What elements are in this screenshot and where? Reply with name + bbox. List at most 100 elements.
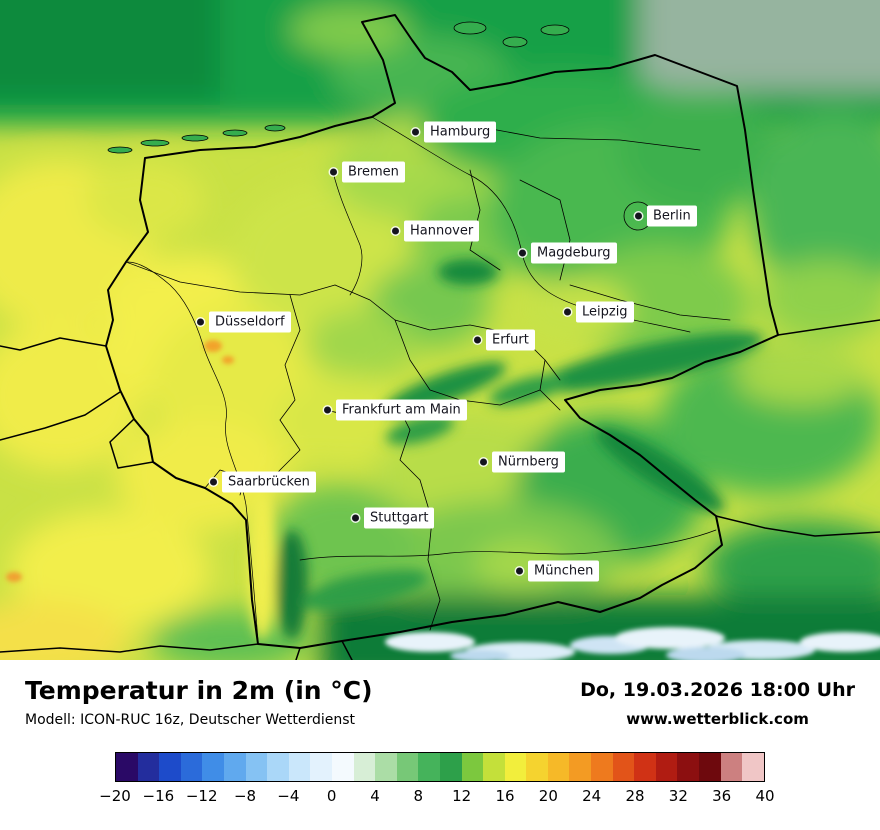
city-marker: Leipzig	[564, 301, 634, 323]
city-label: Nürnberg	[492, 451, 565, 473]
footer-left: Temperatur in 2m (in °C) Modell: ICON-RU…	[25, 676, 373, 728]
city-label: Erfurt	[486, 329, 535, 351]
city-dot	[635, 212, 642, 220]
colorbar-tick: 28	[625, 787, 645, 805]
colorbar-tick: 40	[755, 787, 775, 805]
city-dot	[480, 458, 487, 466]
city-label: Saarbrücken	[222, 471, 316, 493]
page-title: Temperatur in 2m (in °C)	[25, 676, 373, 705]
colorbar-segment	[699, 753, 721, 781]
city-layer: Hamburg Bremen Hannover Berlin Magdeburg Düss…	[197, 121, 697, 582]
city-marker: Düsseldorf	[197, 311, 291, 333]
colorbar-segment	[375, 753, 397, 781]
colorbar-segment	[267, 753, 289, 781]
city-marker: München	[516, 560, 600, 582]
footer-right: Do, 19.03.2026 18:00 Uhr www.wetterblick…	[580, 676, 855, 728]
city-dot	[197, 318, 204, 326]
colorbar-segment	[116, 753, 138, 781]
islands	[107, 21, 570, 154]
city-marker: Bremen	[330, 161, 405, 183]
colorbar-segment	[418, 753, 440, 781]
colorbar-tick: 12	[452, 787, 472, 805]
colorbar-segment	[353, 753, 376, 781]
city-label: Bremen	[342, 161, 405, 183]
colorbar-tick: 4	[370, 787, 380, 805]
colorbar-tick: −4	[277, 787, 300, 805]
colorbar: −20 −16 −12 −8 −4 0 4 8 12 16 20 24 28 32 36 40	[99, 752, 775, 807]
colorbar-segment	[331, 753, 354, 781]
website-label: www.wetterblick.com	[626, 710, 809, 728]
colorbar-tick: 16	[495, 787, 515, 805]
colorbar-segment	[547, 753, 570, 781]
colorbar-segment	[137, 753, 160, 781]
city-marker: Erfurt	[474, 329, 535, 351]
city-marker: Hamburg	[412, 121, 497, 143]
colorbar-segment	[634, 753, 656, 781]
city-label: München	[528, 560, 600, 582]
colorbar-tick: 24	[582, 787, 602, 805]
colorbar-segment	[591, 753, 613, 781]
city-dot	[324, 406, 331, 414]
colorbar-tick: −16	[142, 787, 175, 805]
city-label: Leipzig	[576, 301, 634, 323]
colorbar-tick: 0	[326, 787, 337, 805]
colorbar-segment	[483, 753, 505, 781]
extremes-layer	[6, 340, 880, 660]
city-label: Hannover	[404, 220, 480, 242]
datetime-label: Do, 19.03.2026 18:00 Uhr	[580, 679, 855, 701]
city-dot	[352, 514, 359, 522]
city-dot	[412, 128, 419, 136]
germany-border	[105, 14, 779, 649]
colorbar-segment	[720, 753, 743, 781]
colorbar-segment	[742, 753, 764, 781]
city-label: Berlin	[647, 205, 697, 227]
temperature-map: Hamburg Bremen Hannover Berlin Magdeburg Düss…	[0, 0, 880, 660]
colorbar-segment	[569, 753, 592, 781]
colorbar-tick: −12	[185, 787, 218, 805]
colorbar-segment	[202, 753, 224, 781]
model-label: Modell: ICON-RUC 16z, Deutscher Wetterdi…	[25, 712, 356, 728]
city-dot	[519, 249, 526, 257]
city-marker: Magdeburg	[519, 242, 617, 264]
city-label: Magdeburg	[531, 242, 617, 264]
city-dot	[516, 567, 523, 575]
colorbar-tick: 32	[668, 787, 688, 805]
footer-panel: Temperatur in 2m (in °C) Modell: ICON-RU…	[0, 660, 880, 830]
city-label: Düsseldorf	[209, 311, 291, 333]
colorbar-segment	[310, 753, 332, 781]
city-dot	[474, 336, 481, 344]
colorbar-tick: −8	[233, 787, 257, 805]
colorbar-segment	[612, 753, 635, 781]
colorbar-segment	[677, 753, 700, 781]
map-graphic	[0, 0, 880, 660]
colorbar-tick: −20	[99, 787, 131, 805]
city-dot	[564, 308, 571, 316]
city-dot	[330, 168, 337, 176]
city-marker: Stuttgart	[352, 507, 435, 529]
colorbar-segment	[159, 753, 181, 781]
colorbar-segments	[115, 752, 765, 782]
neighbor-borders	[0, 319, 880, 660]
city-label: Hamburg	[424, 121, 497, 143]
colorbar-segment	[180, 753, 203, 781]
colorbar-ticks: −20 −16 −12 −8 −4 0 4 8 12 16 20 24 28 32 36 40	[99, 787, 774, 807]
colorbar-segment	[526, 753, 548, 781]
city-dot	[210, 478, 217, 486]
colorbar-segment	[655, 753, 678, 781]
colorbar-segment	[288, 753, 311, 781]
city-dot	[392, 227, 399, 235]
colorbar-tick: 20	[538, 787, 558, 805]
city-marker: Nürnberg	[480, 451, 565, 473]
city-marker: Saarbrücken	[210, 471, 316, 493]
colorbar-segment	[504, 753, 527, 781]
colorbar-segment	[439, 753, 462, 781]
city-label: Stuttgart	[364, 507, 435, 529]
city-marker: Frankfurt am Main	[324, 399, 467, 421]
colorbar-tick: 8	[413, 787, 424, 805]
colorbar-segment	[461, 753, 484, 781]
colorbar-segment	[245, 753, 268, 781]
colorbar-tick: 36	[712, 787, 732, 805]
city-marker: Hannover	[392, 220, 480, 242]
city-marker: Berlin	[635, 205, 697, 227]
